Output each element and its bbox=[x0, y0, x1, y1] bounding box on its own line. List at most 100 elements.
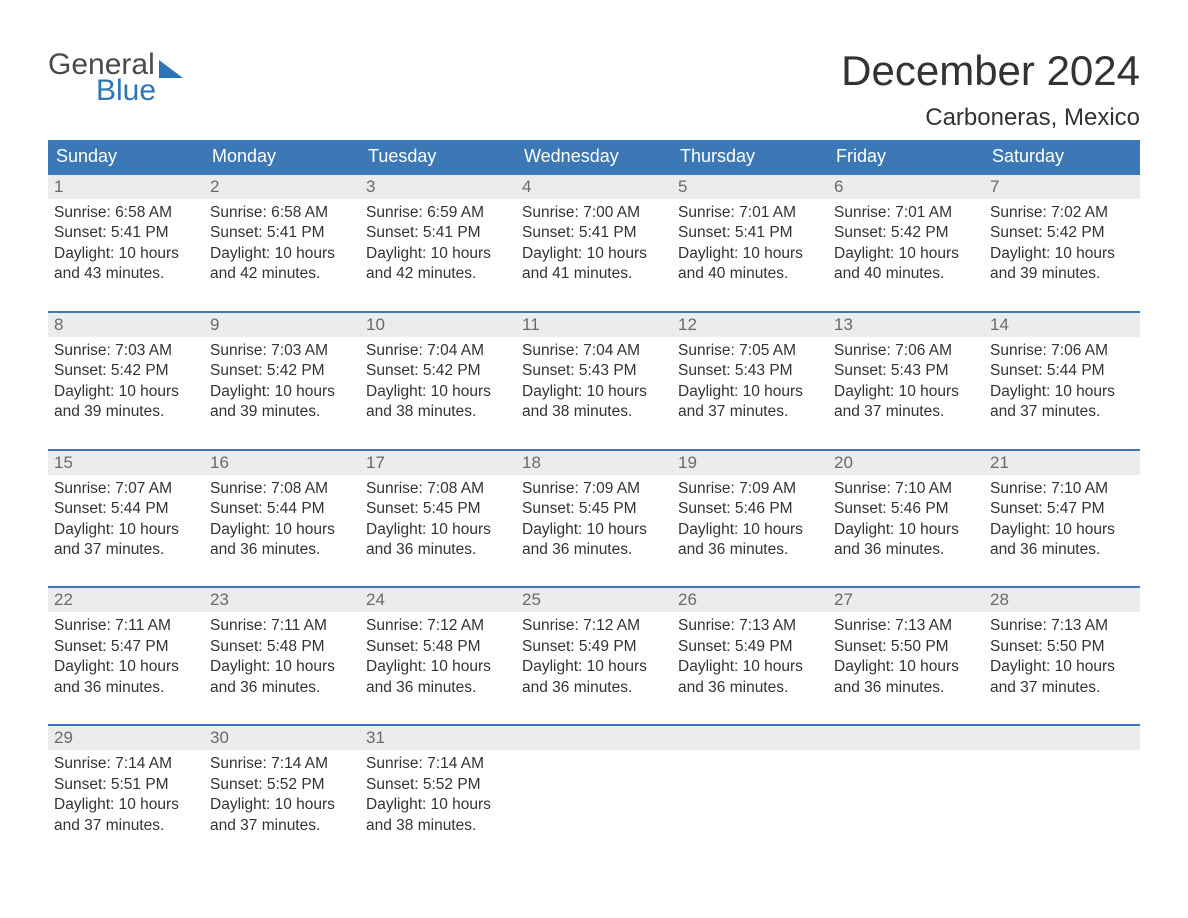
day-sunrise: Sunrise: 7:03 AM bbox=[210, 341, 354, 361]
day-sunrise: Sunrise: 7:02 AM bbox=[990, 203, 1134, 223]
day-sunset: Sunset: 5:52 PM bbox=[210, 775, 354, 795]
day-number: 19 bbox=[672, 451, 828, 475]
day-dl2: and 37 minutes. bbox=[678, 402, 822, 422]
day-dl2: and 37 minutes. bbox=[210, 816, 354, 836]
day-sunrise: Sunrise: 7:10 AM bbox=[990, 479, 1134, 499]
day-dl2: and 36 minutes. bbox=[834, 678, 978, 698]
day-body: Sunrise: 7:13 AMSunset: 5:49 PMDaylight:… bbox=[672, 612, 828, 702]
day-dl2: and 36 minutes. bbox=[678, 678, 822, 698]
day-number: 24 bbox=[360, 588, 516, 612]
dow-saturday: Saturday bbox=[984, 140, 1140, 173]
day-number: 20 bbox=[828, 451, 984, 475]
day-body: Sunrise: 6:58 AMSunset: 5:41 PMDaylight:… bbox=[48, 199, 204, 289]
page: General Blue December 2024 Carboneras, M… bbox=[0, 0, 1188, 900]
day-sunrise: Sunrise: 7:08 AM bbox=[366, 479, 510, 499]
day-number: 8 bbox=[48, 313, 204, 337]
day-body: Sunrise: 7:05 AMSunset: 5:43 PMDaylight:… bbox=[672, 337, 828, 427]
day-sunset: Sunset: 5:46 PM bbox=[678, 499, 822, 519]
dow-header-row: Sunday Monday Tuesday Wednesday Thursday… bbox=[48, 140, 1140, 173]
day-cell: 22Sunrise: 7:11 AMSunset: 5:47 PMDayligh… bbox=[48, 588, 204, 702]
day-sunset: Sunset: 5:48 PM bbox=[210, 637, 354, 657]
day-dl2: and 36 minutes. bbox=[990, 540, 1134, 560]
day-sunrise: Sunrise: 7:11 AM bbox=[210, 616, 354, 636]
day-sunset: Sunset: 5:50 PM bbox=[990, 637, 1134, 657]
day-cell: 7Sunrise: 7:02 AMSunset: 5:42 PMDaylight… bbox=[984, 175, 1140, 289]
title-block: December 2024 Carboneras, Mexico bbox=[841, 50, 1140, 132]
day-sunrise: Sunrise: 7:10 AM bbox=[834, 479, 978, 499]
header: General Blue December 2024 Carboneras, M… bbox=[48, 50, 1140, 132]
day-body: Sunrise: 7:03 AMSunset: 5:42 PMDaylight:… bbox=[204, 337, 360, 427]
day-dl2: and 36 minutes. bbox=[366, 540, 510, 560]
day-number: 10 bbox=[360, 313, 516, 337]
day-body: Sunrise: 7:11 AMSunset: 5:47 PMDaylight:… bbox=[48, 612, 204, 702]
day-cell bbox=[828, 726, 984, 840]
day-cell: 16Sunrise: 7:08 AMSunset: 5:44 PMDayligh… bbox=[204, 451, 360, 565]
day-number: 4 bbox=[516, 175, 672, 199]
day-cell bbox=[672, 726, 828, 840]
day-cell: 6Sunrise: 7:01 AMSunset: 5:42 PMDaylight… bbox=[828, 175, 984, 289]
day-cell: 15Sunrise: 7:07 AMSunset: 5:44 PMDayligh… bbox=[48, 451, 204, 565]
day-sunrise: Sunrise: 7:03 AM bbox=[54, 341, 198, 361]
dow-monday: Monday bbox=[204, 140, 360, 173]
month-title: December 2024 bbox=[841, 50, 1140, 92]
day-dl2: and 41 minutes. bbox=[522, 264, 666, 284]
day-cell bbox=[984, 726, 1140, 840]
day-body: Sunrise: 7:07 AMSunset: 5:44 PMDaylight:… bbox=[48, 475, 204, 565]
day-body: Sunrise: 7:08 AMSunset: 5:45 PMDaylight:… bbox=[360, 475, 516, 565]
day-number: 5 bbox=[672, 175, 828, 199]
day-dl2: and 36 minutes. bbox=[366, 678, 510, 698]
day-number: 1 bbox=[48, 175, 204, 199]
day-sunrise: Sunrise: 7:14 AM bbox=[210, 754, 354, 774]
day-body: Sunrise: 6:59 AMSunset: 5:41 PMDaylight:… bbox=[360, 199, 516, 289]
day-dl2: and 42 minutes. bbox=[366, 264, 510, 284]
day-cell: 31Sunrise: 7:14 AMSunset: 5:52 PMDayligh… bbox=[360, 726, 516, 840]
day-sunset: Sunset: 5:41 PM bbox=[678, 223, 822, 243]
day-cell: 2Sunrise: 6:58 AMSunset: 5:41 PMDaylight… bbox=[204, 175, 360, 289]
day-sunset: Sunset: 5:41 PM bbox=[210, 223, 354, 243]
day-sunrise: Sunrise: 7:13 AM bbox=[834, 616, 978, 636]
day-number: 12 bbox=[672, 313, 828, 337]
dow-wednesday: Wednesday bbox=[516, 140, 672, 173]
day-dl2: and 37 minutes. bbox=[54, 540, 198, 560]
day-dl1: Daylight: 10 hours bbox=[834, 382, 978, 402]
day-sunrise: Sunrise: 7:06 AM bbox=[990, 341, 1134, 361]
day-sunrise: Sunrise: 6:58 AM bbox=[210, 203, 354, 223]
day-sunset: Sunset: 5:41 PM bbox=[366, 223, 510, 243]
day-sunset: Sunset: 5:44 PM bbox=[210, 499, 354, 519]
calendar-week: 22Sunrise: 7:11 AMSunset: 5:47 PMDayligh… bbox=[48, 586, 1140, 702]
brand-word2: Blue bbox=[96, 76, 185, 106]
day-dl1: Daylight: 10 hours bbox=[834, 520, 978, 540]
day-body bbox=[516, 750, 672, 758]
day-cell: 29Sunrise: 7:14 AMSunset: 5:51 PMDayligh… bbox=[48, 726, 204, 840]
day-sunset: Sunset: 5:41 PM bbox=[54, 223, 198, 243]
day-number: 23 bbox=[204, 588, 360, 612]
calendar-week: 15Sunrise: 7:07 AMSunset: 5:44 PMDayligh… bbox=[48, 449, 1140, 565]
day-sunrise: Sunrise: 7:14 AM bbox=[366, 754, 510, 774]
day-sunset: Sunset: 5:47 PM bbox=[990, 499, 1134, 519]
day-dl1: Daylight: 10 hours bbox=[678, 382, 822, 402]
day-dl1: Daylight: 10 hours bbox=[54, 795, 198, 815]
day-dl2: and 37 minutes. bbox=[990, 678, 1134, 698]
day-dl2: and 38 minutes. bbox=[366, 402, 510, 422]
day-cell: 1Sunrise: 6:58 AMSunset: 5:41 PMDaylight… bbox=[48, 175, 204, 289]
day-body: Sunrise: 7:06 AMSunset: 5:44 PMDaylight:… bbox=[984, 337, 1140, 427]
day-number: 29 bbox=[48, 726, 204, 750]
day-number: 17 bbox=[360, 451, 516, 475]
day-dl2: and 39 minutes. bbox=[210, 402, 354, 422]
day-number: 30 bbox=[204, 726, 360, 750]
day-sunrise: Sunrise: 7:12 AM bbox=[522, 616, 666, 636]
day-dl1: Daylight: 10 hours bbox=[210, 244, 354, 264]
day-sunset: Sunset: 5:47 PM bbox=[54, 637, 198, 657]
day-number: 25 bbox=[516, 588, 672, 612]
day-dl2: and 39 minutes. bbox=[990, 264, 1134, 284]
day-sunrise: Sunrise: 7:04 AM bbox=[522, 341, 666, 361]
day-dl2: and 36 minutes. bbox=[210, 678, 354, 698]
day-body: Sunrise: 7:06 AMSunset: 5:43 PMDaylight:… bbox=[828, 337, 984, 427]
day-cell: 5Sunrise: 7:01 AMSunset: 5:41 PMDaylight… bbox=[672, 175, 828, 289]
day-sunrise: Sunrise: 7:14 AM bbox=[54, 754, 198, 774]
day-body: Sunrise: 7:14 AMSunset: 5:52 PMDaylight:… bbox=[204, 750, 360, 840]
day-dl2: and 38 minutes. bbox=[366, 816, 510, 836]
day-sunset: Sunset: 5:45 PM bbox=[366, 499, 510, 519]
day-dl1: Daylight: 10 hours bbox=[366, 795, 510, 815]
day-dl2: and 36 minutes. bbox=[678, 540, 822, 560]
